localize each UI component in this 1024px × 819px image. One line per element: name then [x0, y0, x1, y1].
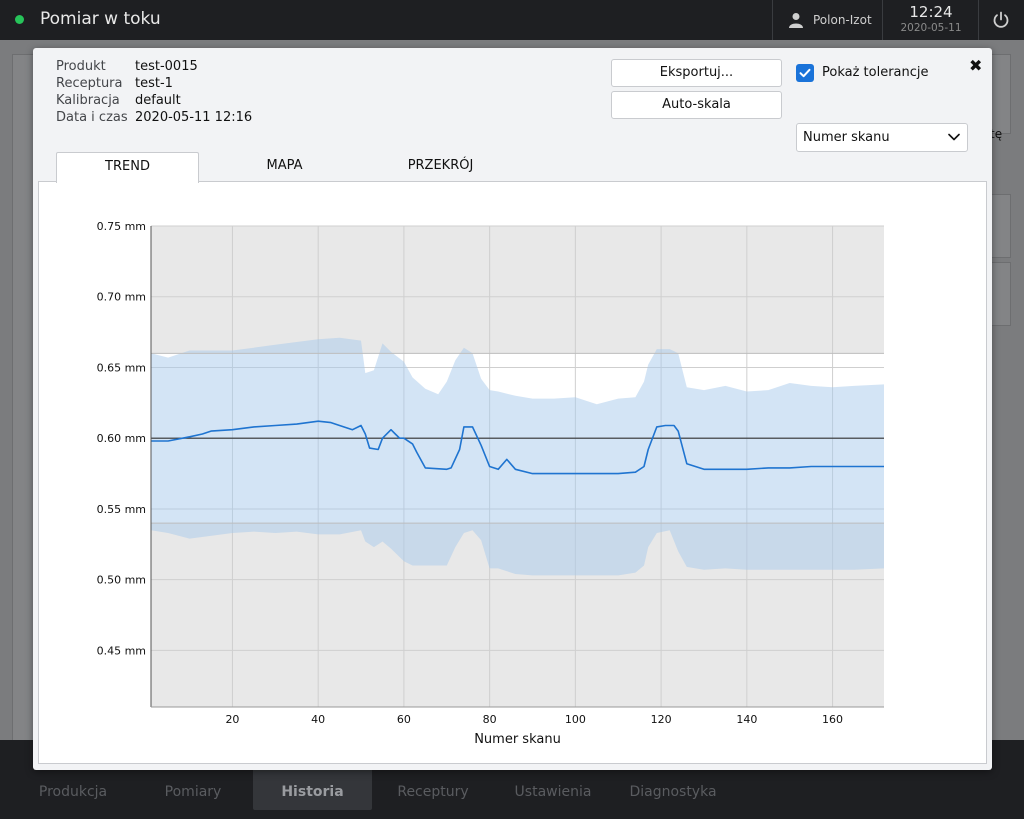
user-name: Polon-Izot	[813, 13, 872, 27]
x-axis-select-value: Numer skanu	[803, 130, 890, 145]
x-tick-label: 60	[397, 713, 411, 726]
nav-label: Diagnostyka	[629, 784, 717, 800]
mean-series-line	[151, 420, 884, 475]
checkmark-icon	[799, 68, 811, 78]
tab-trend[interactable]: TREND	[56, 152, 199, 183]
nav-label: Ustawienia	[514, 784, 592, 800]
history-detail-dialog: Produkt test-0015 Receptura test-1 Kalib…	[33, 48, 992, 770]
y-tick-label: 0.50 mm	[97, 574, 146, 587]
info-key: Produkt	[56, 59, 106, 74]
clock-date: 2020-05-11	[900, 22, 962, 34]
power-icon	[993, 11, 1009, 28]
info-value: 2020-05-11 12:16	[135, 110, 253, 125]
info-key: Kalibracja	[56, 93, 120, 108]
info-value: test-1	[135, 76, 173, 91]
nav-label: Receptury	[397, 784, 469, 800]
y-tick-label: 0.70 mm	[97, 291, 146, 304]
export-button[interactable]: Eksportuj...	[611, 59, 782, 87]
background-button-label: tę	[990, 127, 1003, 141]
x-tick-label: 80	[483, 713, 497, 726]
close-icon[interactable]: ✖	[969, 56, 983, 75]
app-title: Pomiar w toku	[40, 9, 161, 29]
x-tick-label: 140	[736, 713, 757, 726]
nav-diagnostyka[interactable]: Diagnostyka	[620, 764, 726, 810]
status-indicator	[15, 15, 24, 24]
tab-mapa[interactable]: MAPA	[266, 158, 303, 173]
nav-label: Produkcja	[38, 784, 108, 800]
info-row-produkt: Produkt test-0015	[56, 58, 252, 75]
show-tolerance-checkbox[interactable]	[796, 64, 814, 82]
tab-przekroj[interactable]: PRZEKRÓJ	[407, 158, 474, 173]
user-menu[interactable]: Polon-Izot	[772, 0, 882, 40]
measurement-info: Produkt test-0015 Receptura test-1 Kalib…	[56, 58, 252, 126]
x-axis-title: Numer skanu	[474, 732, 561, 747]
x-tick-label: 120	[651, 713, 672, 726]
info-value: default	[135, 93, 181, 108]
out-of-tolerance-area-upper	[151, 226, 884, 354]
top-bar: Pomiar w toku Polon-Izot 12:24 2020-05-1…	[0, 0, 1024, 40]
trend-chart-panel: 0.45 mm 0.50 mm 0.55 mm 0.60 mm 0.65 mm 0.70 …	[38, 181, 987, 764]
min-max-band	[151, 337, 884, 576]
nav-pomiary[interactable]: Pomiary	[140, 764, 246, 810]
chevron-down-icon	[948, 133, 960, 141]
x-tick-label: 160	[822, 713, 843, 726]
y-tick-label: 0.55 mm	[97, 503, 146, 516]
x-tick-label: 100	[565, 713, 586, 726]
x-tick-label: 20	[225, 713, 239, 726]
y-tick-label: 0.45 mm	[97, 644, 146, 657]
nav-historia[interactable]: Historia	[253, 764, 372, 810]
y-tick-label: 0.75 mm	[97, 220, 146, 233]
y-tick-label: 0.65 mm	[97, 361, 146, 374]
nav-receptury[interactable]: Receptury	[380, 764, 486, 810]
info-row-data-i-czas: Data i czas 2020-05-11 12:16	[56, 109, 252, 126]
nav-label: Pomiary	[164, 784, 222, 800]
trend-chart: 0.45 mm 0.50 mm 0.55 mm 0.60 mm 0.65 mm 0.70 …	[97, 220, 884, 747]
power-button[interactable]	[978, 0, 1024, 40]
clock: 12:24 2020-05-11	[882, 0, 978, 40]
info-key: Data i czas	[56, 110, 128, 125]
info-row-receptura: Receptura test-1	[56, 75, 252, 92]
nav-ustawienia[interactable]: Ustawienia	[500, 764, 606, 810]
y-tick-label: 0.60 mm	[97, 432, 146, 445]
user-icon	[789, 13, 803, 28]
autoscale-button[interactable]: Auto-skala	[611, 91, 782, 119]
x-tick-label: 40	[311, 713, 325, 726]
clock-time: 12:24	[909, 3, 953, 21]
info-row-kalibracja: Kalibracja default	[56, 92, 252, 109]
info-value: test-0015	[135, 59, 198, 74]
nav-produkcja[interactable]: Produkcja	[20, 764, 126, 810]
nav-label: Historia	[281, 784, 344, 800]
info-key: Receptura	[56, 76, 123, 91]
x-axis-select[interactable]: Numer skanu	[796, 123, 968, 152]
show-tolerance-label[interactable]: Pokaż tolerancje	[822, 65, 929, 80]
